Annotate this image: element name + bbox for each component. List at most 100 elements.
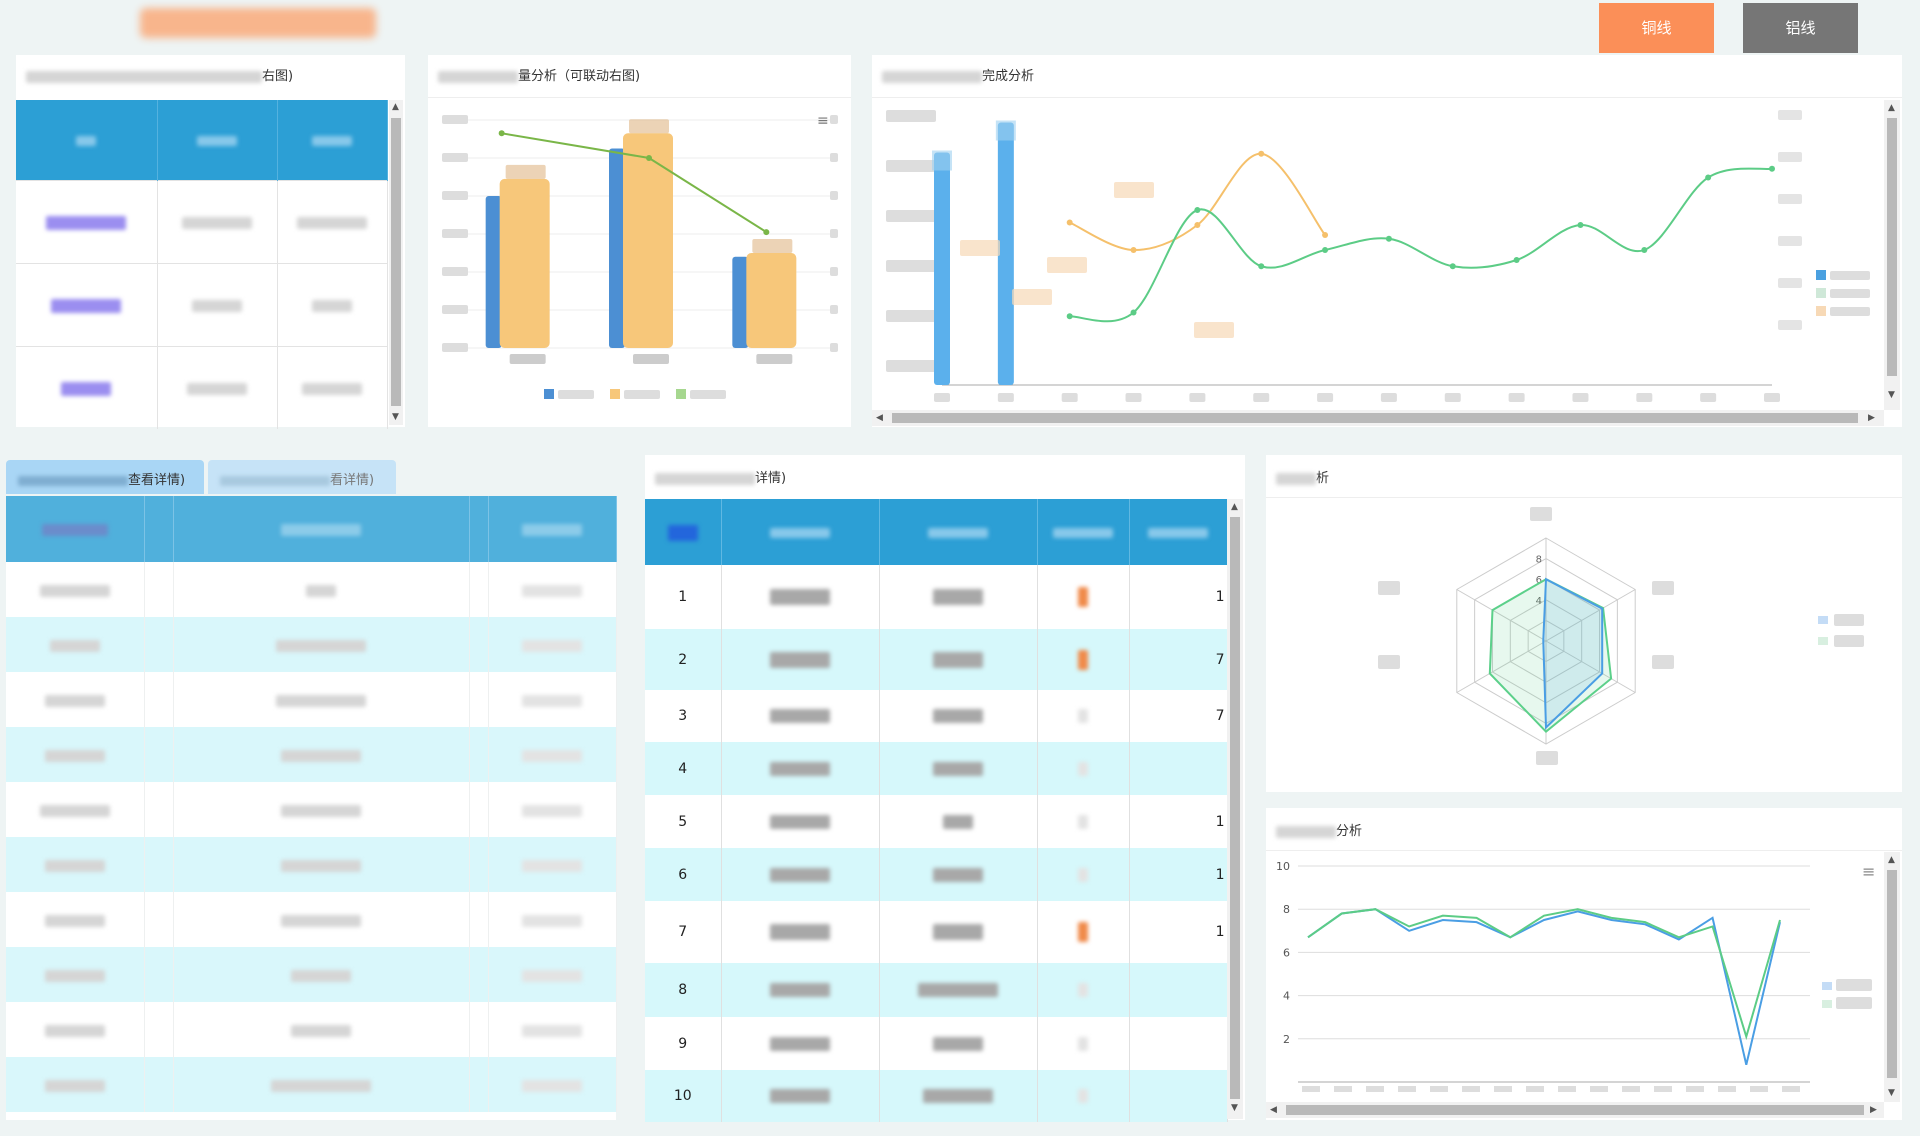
line-series (1307, 908, 1781, 1065)
copper-wire-button[interactable]: 铜线 (1599, 3, 1714, 53)
detail-table (6, 496, 617, 1112)
tab-detail-2[interactable]: 看详情) (208, 460, 396, 494)
y-tick-label (442, 191, 468, 200)
legend-swatch (1816, 270, 1826, 280)
radar-axis-label (1652, 655, 1674, 669)
data-label (932, 150, 952, 171)
horizontal-scrollbar[interactable]: ◀ ▶ (872, 410, 1884, 426)
table-row[interactable] (6, 892, 617, 947)
line-series (1307, 908, 1781, 1041)
legend-swatch (610, 389, 620, 399)
y2-tick-label (830, 153, 838, 162)
line-point (498, 130, 505, 137)
table-row[interactable] (16, 345, 388, 429)
y2-tick-label (1778, 152, 1802, 162)
table-row[interactable]: 10 (645, 1070, 1228, 1122)
x-tick-label (1764, 393, 1780, 402)
legend-swatch (1816, 306, 1826, 316)
legend-swatch (1816, 288, 1826, 298)
vertical-scrollbar[interactable]: ▲ ▼ (1884, 852, 1900, 1102)
x-tick-label (1636, 393, 1653, 402)
table-header (6, 496, 617, 562)
line-point (1705, 174, 1712, 181)
menu-icon[interactable]: ≡ (817, 113, 829, 129)
table-row[interactable] (6, 1002, 617, 1057)
app-logo (140, 8, 376, 38)
x-tick-label (756, 354, 793, 364)
panel-radar: 析 4 6 8 (1266, 455, 1902, 792)
x-tick-label (1366, 1086, 1384, 1092)
line-point (1449, 263, 1456, 270)
vertical-scrollbar[interactable]: ▲ ▼ (1884, 100, 1900, 410)
line-point (1322, 247, 1329, 253)
y2-tick-label (830, 115, 838, 124)
line-point (1130, 247, 1137, 253)
table-row[interactable] (6, 727, 617, 782)
x-tick-label (1526, 1086, 1544, 1092)
legend-swatch (1818, 616, 1828, 624)
table-row[interactable]: 9 (645, 1017, 1228, 1070)
completion-line-chart (886, 110, 1870, 402)
aluminum-wire-button[interactable]: 铝线 (1743, 3, 1858, 53)
y2-tick-label (1778, 194, 1802, 204)
bar-series-1 (609, 148, 625, 348)
line-point (1385, 235, 1392, 242)
table-row[interactable]: 4 (645, 742, 1228, 795)
x-tick-label (633, 354, 669, 364)
data-label (1012, 289, 1052, 305)
table-row[interactable] (6, 562, 617, 617)
x-tick-label (1061, 393, 1078, 402)
legend-label (690, 390, 726, 399)
table-header (16, 100, 388, 180)
panel-title: 右图) (26, 65, 293, 84)
x-tick-label (1622, 1086, 1640, 1092)
tab-detail-1[interactable]: 查看详情) (6, 460, 204, 494)
x-tick-label (1430, 1086, 1448, 1092)
data-label (629, 119, 669, 134)
panel-title: 量分析（可联动右图) (438, 65, 640, 84)
x-tick-label (1590, 1086, 1608, 1092)
table-row[interactable] (16, 262, 388, 346)
table-row[interactable]: 8 (645, 963, 1228, 1017)
panel-top-middle: 量分析（可联动右图) ≡ (428, 55, 851, 427)
radar-axis-label (1378, 655, 1400, 669)
trend-line-chart: 10 8 6 4 2 (1276, 860, 1872, 1092)
vertical-scrollbar[interactable]: ▲ ▼ (1227, 499, 1243, 1119)
line-point (1258, 150, 1265, 157)
x-tick-label (1317, 393, 1334, 402)
data-label (505, 164, 546, 179)
table-row[interactable] (16, 179, 388, 263)
table-row[interactable] (6, 947, 617, 1002)
table-row[interactable] (6, 782, 617, 837)
legend-swatch (544, 389, 554, 399)
legend-label (1836, 997, 1872, 1009)
y-tick-label: 10 (1276, 860, 1290, 873)
x-tick-label (1189, 393, 1206, 402)
line-point (1641, 247, 1648, 253)
legend-label (1830, 289, 1870, 298)
y-tick-label (886, 160, 936, 172)
y-tick-label (442, 115, 468, 124)
menu-icon[interactable]: ≡ (1862, 862, 1876, 881)
legend-swatch (1822, 982, 1832, 990)
horizontal-scrollbar[interactable]: ◀ ▶ (1266, 1102, 1884, 1118)
y2-tick-label (1778, 320, 1802, 330)
line-point (1194, 207, 1201, 213)
vertical-scrollbar[interactable]: ▲ ▼ (389, 100, 403, 425)
table-row[interactable] (6, 837, 617, 892)
radar-chart: 4 6 8 (1378, 507, 1864, 765)
bar-mark (997, 122, 1014, 385)
x-tick-label (1700, 393, 1717, 402)
table-row[interactable] (6, 617, 617, 672)
table-row[interactable] (6, 1057, 617, 1112)
table-row[interactable] (6, 672, 617, 727)
y2-tick-label (830, 229, 838, 238)
radar-axis-label (1530, 507, 1552, 521)
